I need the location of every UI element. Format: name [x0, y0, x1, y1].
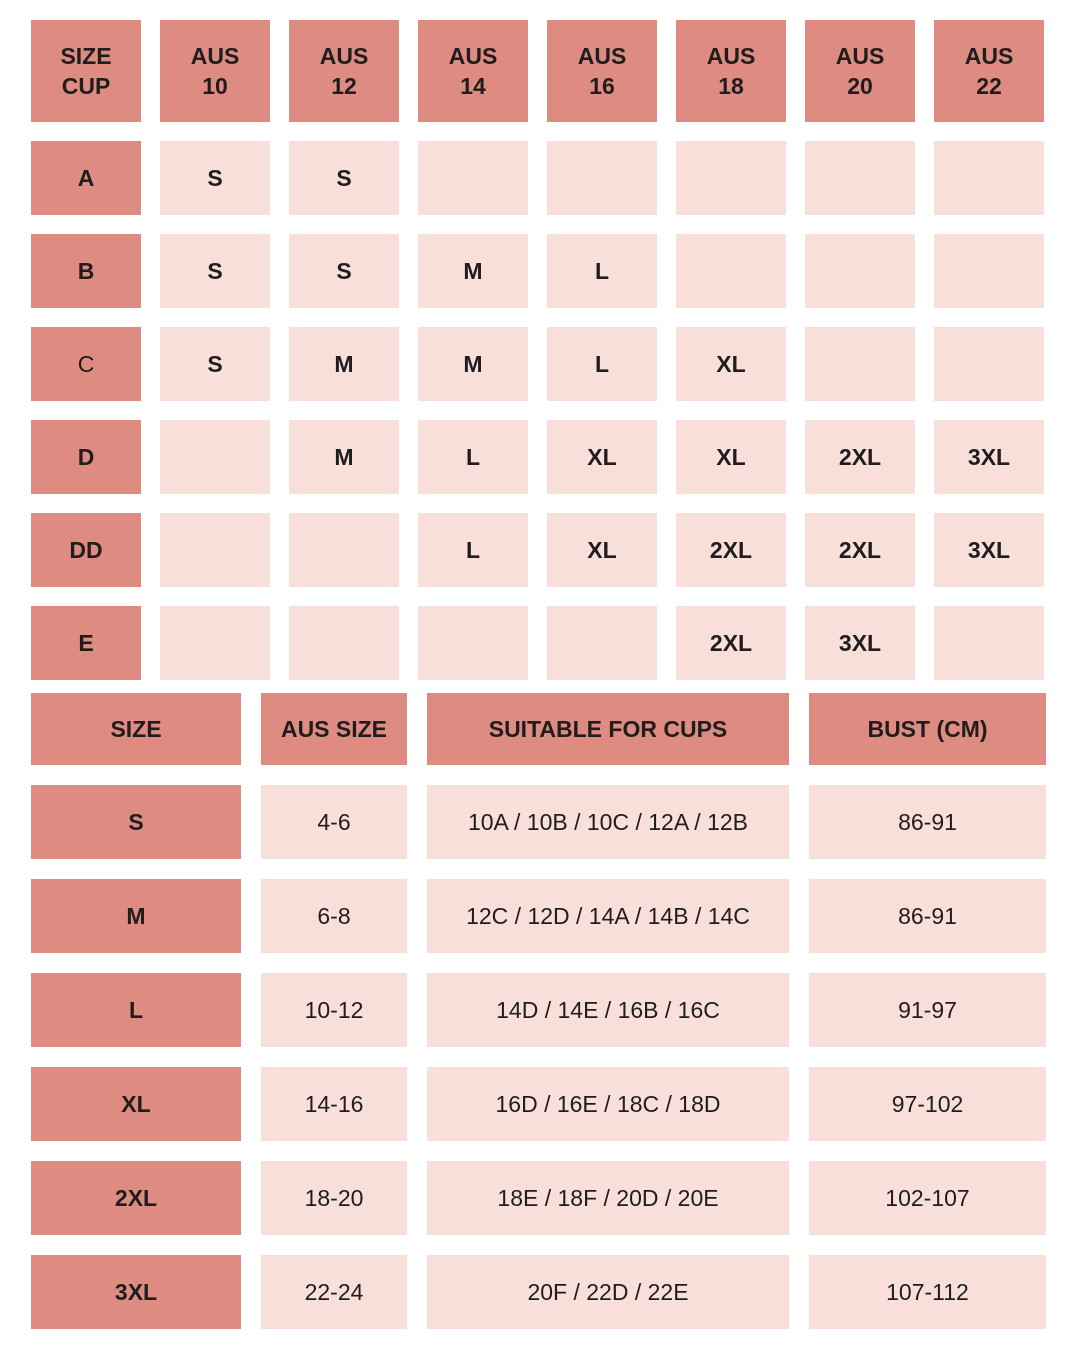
size-cell-m-aus-size: 6-8: [261, 879, 407, 953]
size-cell-2xl-aus-size: 18-20: [261, 1161, 407, 1235]
cup-cell-e-aus-20: 3XL: [805, 606, 915, 680]
cup-cell-b-aus-18: [676, 234, 786, 308]
cup-cell-d-aus-18: XL: [676, 420, 786, 494]
cup-row-label-c: C: [31, 327, 141, 401]
cup-col-header-aus-10: AUS 10: [160, 20, 270, 122]
cup-cell-d-aus-14: L: [418, 420, 528, 494]
cup-cell-e-aus-18: 2XL: [676, 606, 786, 680]
cup-col-header-aus-14: AUS 14: [418, 20, 528, 122]
cup-col-header-aus-12: AUS 12: [289, 20, 399, 122]
cup-cell-a-aus-10: S: [160, 141, 270, 215]
size-row-label-3xl: 3XL: [31, 1255, 241, 1329]
size-cell-3xl-aus-size: 22-24: [261, 1255, 407, 1329]
size-cell-s-cups: 10A / 10B / 10C / 12A / 12B: [427, 785, 789, 859]
cup-cell-b-aus-16: L: [547, 234, 657, 308]
cup-cell-b-aus-14: M: [418, 234, 528, 308]
cup-cell-c-aus-14: M: [418, 327, 528, 401]
cup-cell-a-aus-20: [805, 141, 915, 215]
size-cell-l-bust-cm: 91-97: [809, 973, 1046, 1047]
size-cell-l-cups: 14D / 14E / 16B / 16C: [427, 973, 789, 1047]
size-cell-l-aus-size: 10-12: [261, 973, 407, 1047]
cup-cell-dd-aus-12: [289, 513, 399, 587]
cup-cell-c-aus-22: [934, 327, 1044, 401]
size-col-header-bust-cm: BUST (CM): [809, 693, 1046, 765]
size-cell-xl-bust-cm: 97-102: [809, 1067, 1046, 1141]
cup-row-label-e: E: [31, 606, 141, 680]
cup-col-header-aus-22: AUS 22: [934, 20, 1044, 122]
cup-cell-b-aus-10: S: [160, 234, 270, 308]
cup-cell-b-aus-12: S: [289, 234, 399, 308]
size-cell-m-cups: 12C / 12D / 14A / 14B / 14C: [427, 879, 789, 953]
cup-cell-c-aus-12: M: [289, 327, 399, 401]
cup-row-label-a: A: [31, 141, 141, 215]
cup-cell-d-aus-12: M: [289, 420, 399, 494]
cup-row-label-dd: DD: [31, 513, 141, 587]
cup-cell-e-aus-12: [289, 606, 399, 680]
size-conversion-table: SIZE AUS SIZE SUITABLE FOR CUPS BUST (CM) S 4…: [31, 693, 1046, 1329]
size-cell-s-bust-cm: 86-91: [809, 785, 1046, 859]
cup-cell-dd-aus-20: 2XL: [805, 513, 915, 587]
size-row-label-2xl: 2XL: [31, 1161, 241, 1235]
size-cell-xl-aus-size: 14-16: [261, 1067, 407, 1141]
size-cell-2xl-bust-cm: 102-107: [809, 1161, 1046, 1235]
cup-cell-e-aus-22: [934, 606, 1044, 680]
size-row-label-l: L: [31, 973, 241, 1047]
cup-cell-d-aus-10: [160, 420, 270, 494]
cup-cell-a-aus-12: S: [289, 141, 399, 215]
size-cell-s-aus-size: 4-6: [261, 785, 407, 859]
size-col-header-suitable-for-cups: SUITABLE FOR CUPS: [427, 693, 789, 765]
cup-corner-header-size-cup: SIZE CUP: [31, 20, 141, 122]
cup-cell-dd-aus-22: 3XL: [934, 513, 1044, 587]
size-col-header-size: SIZE: [31, 693, 241, 765]
cup-col-header-aus-16: AUS 16: [547, 20, 657, 122]
cup-cell-e-aus-14: [418, 606, 528, 680]
size-col-header-aus-size: AUS SIZE: [261, 693, 407, 765]
cup-cell-a-aus-22: [934, 141, 1044, 215]
cup-cell-c-aus-18: XL: [676, 327, 786, 401]
cup-cell-b-aus-22: [934, 234, 1044, 308]
size-cell-3xl-bust-cm: 107-112: [809, 1255, 1046, 1329]
cup-cell-c-aus-16: L: [547, 327, 657, 401]
cup-cell-e-aus-10: [160, 606, 270, 680]
cup-cell-dd-aus-14: L: [418, 513, 528, 587]
size-row-label-s: S: [31, 785, 241, 859]
size-row-label-xl: XL: [31, 1067, 241, 1141]
cup-size-matrix: SIZE CUP AUS 10 AUS 12 AUS 14 AUS 16 AUS 18 AU…: [31, 20, 1044, 680]
cup-cell-a-aus-14: [418, 141, 528, 215]
size-cell-2xl-cups: 18E / 18F / 20D / 20E: [427, 1161, 789, 1235]
cup-cell-dd-aus-16: XL: [547, 513, 657, 587]
size-cell-xl-cups: 16D / 16E / 18C / 18D: [427, 1067, 789, 1141]
cup-cell-a-aus-16: [547, 141, 657, 215]
cup-col-header-aus-20: AUS 20: [805, 20, 915, 122]
cup-cell-a-aus-18: [676, 141, 786, 215]
size-row-label-m: M: [31, 879, 241, 953]
cup-cell-d-aus-16: XL: [547, 420, 657, 494]
cup-cell-b-aus-20: [805, 234, 915, 308]
size-cell-m-bust-cm: 86-91: [809, 879, 1046, 953]
cup-cell-e-aus-16: [547, 606, 657, 680]
cup-cell-c-aus-20: [805, 327, 915, 401]
cup-row-label-d: D: [31, 420, 141, 494]
cup-cell-d-aus-20: 2XL: [805, 420, 915, 494]
cup-row-label-b: B: [31, 234, 141, 308]
size-cell-3xl-cups: 20F / 22D / 22E: [427, 1255, 789, 1329]
cup-cell-c-aus-10: S: [160, 327, 270, 401]
cup-col-header-aus-18: AUS 18: [676, 20, 786, 122]
cup-cell-dd-aus-18: 2XL: [676, 513, 786, 587]
cup-cell-d-aus-22: 3XL: [934, 420, 1044, 494]
cup-cell-dd-aus-10: [160, 513, 270, 587]
